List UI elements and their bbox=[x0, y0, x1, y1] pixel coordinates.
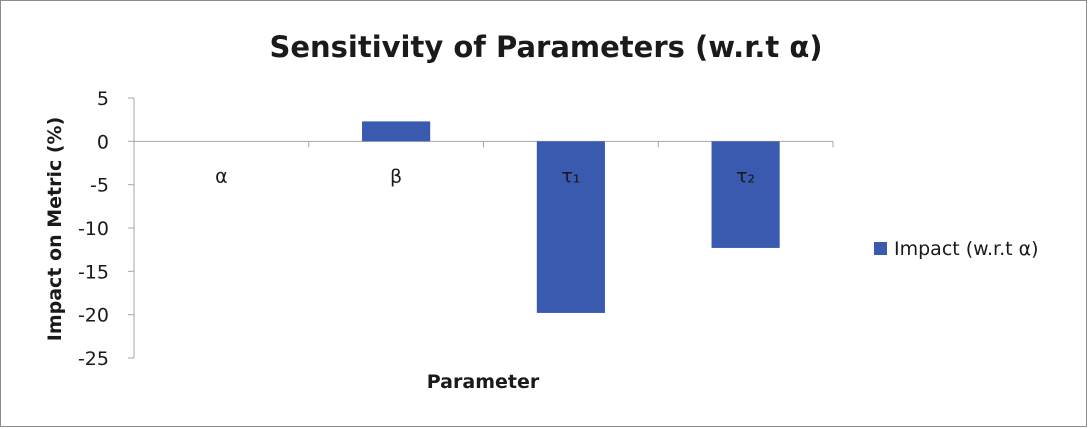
y-axis: 5 0 -5 -10 -15 -20 -25 bbox=[78, 88, 135, 370]
y-tick-label: -25 bbox=[78, 348, 109, 370]
y-tick-label: 5 bbox=[97, 88, 109, 110]
category-label: τ₁ bbox=[561, 165, 580, 187]
legend: Impact (w.r.t α) bbox=[874, 238, 1039, 260]
y-axis-title: Impact on Metric (%) bbox=[44, 117, 66, 341]
y-tick-label: -20 bbox=[78, 305, 109, 327]
bar-series bbox=[362, 121, 780, 313]
y-tick-label: -10 bbox=[78, 218, 109, 240]
category-label: β bbox=[390, 165, 402, 187]
y-tick-label: 0 bbox=[97, 131, 109, 153]
chart-title: Sensitivity of Parameters (w.r.t α) bbox=[269, 30, 822, 64]
category-labels: α β τ₁ τ₂ bbox=[215, 165, 755, 187]
bar-1 bbox=[362, 121, 431, 142]
bar-2 bbox=[536, 141, 605, 313]
y-tick-label: -15 bbox=[78, 261, 109, 283]
category-label: τ₂ bbox=[736, 165, 755, 187]
x-axis-title: Parameter bbox=[427, 371, 540, 393]
bar-3 bbox=[711, 141, 780, 248]
legend-swatch bbox=[874, 242, 887, 255]
legend-label: Impact (w.r.t α) bbox=[894, 238, 1039, 260]
category-label: α bbox=[215, 165, 228, 187]
y-tick-label: -5 bbox=[90, 175, 109, 197]
